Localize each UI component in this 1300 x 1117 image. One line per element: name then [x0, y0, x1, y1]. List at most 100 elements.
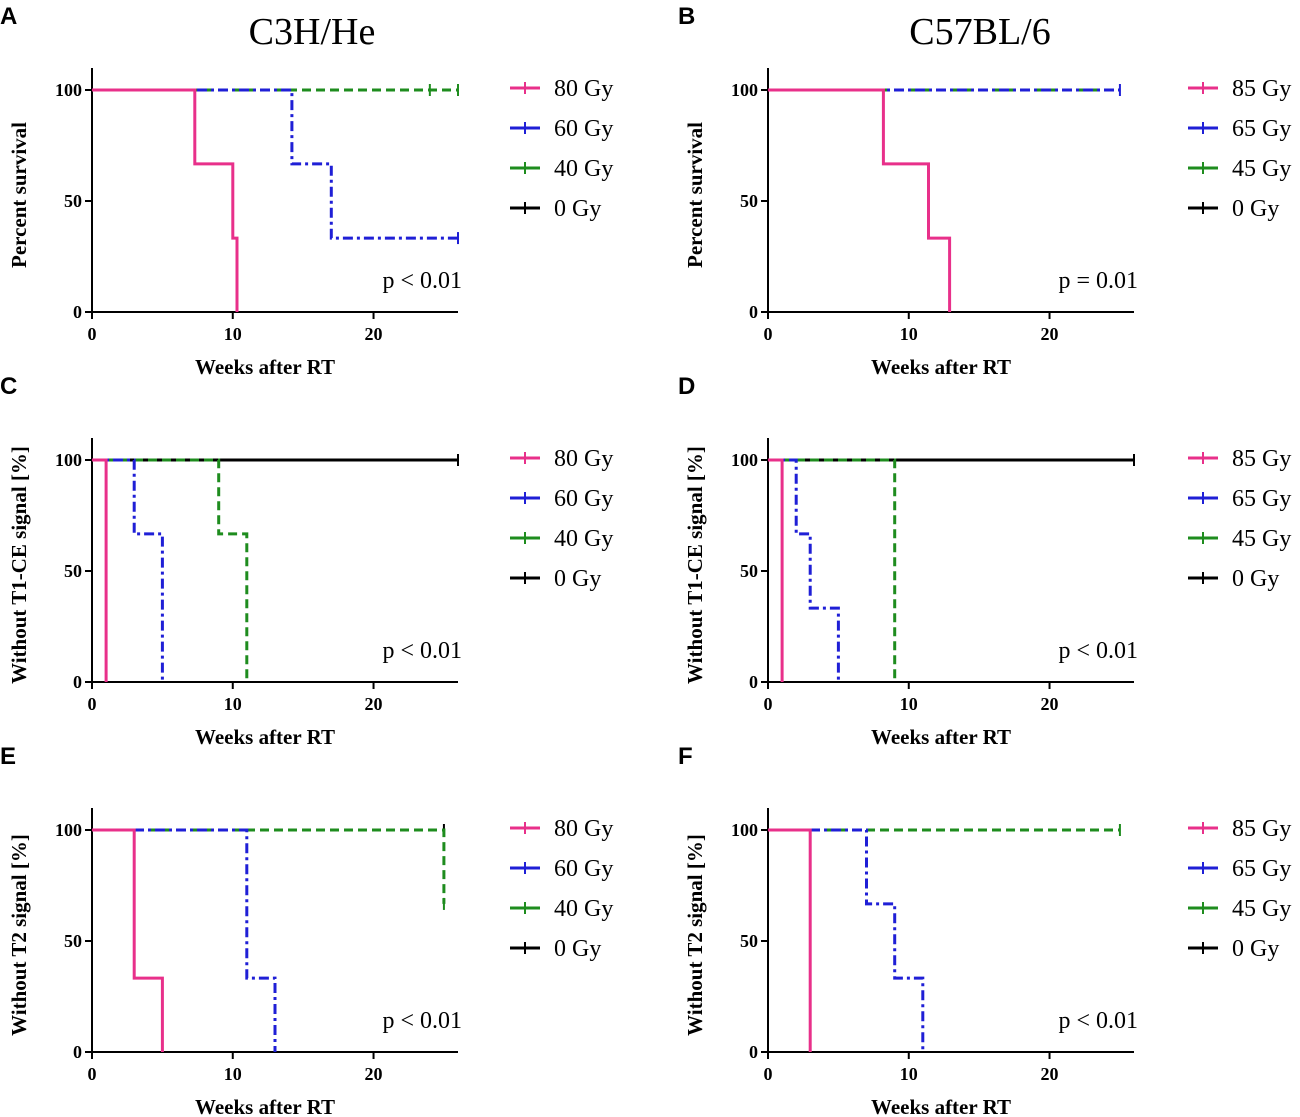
x-axis-label: Weeks after RT: [195, 725, 335, 749]
legend-label: 80 Gy: [554, 76, 613, 102]
p-value-label: p = 0.01: [1058, 268, 1138, 294]
series-line-65-gy: [768, 458, 840, 682]
legend-label: 45 Gy: [1232, 526, 1291, 552]
panel-letter: F: [678, 743, 693, 770]
series-line-40-gy: [92, 458, 249, 682]
y-tick-label: 100: [731, 820, 758, 840]
x-tick-label: 0: [764, 1064, 773, 1084]
legend-label: 0 Gy: [554, 936, 601, 962]
x-tick-label: 10: [224, 1064, 242, 1084]
legend-label: 0 Gy: [1232, 196, 1279, 222]
y-tick-label: 100: [55, 80, 82, 100]
legend-label: 40 Gy: [554, 896, 613, 922]
series-line-80-gy: [92, 828, 164, 1052]
y-tick-label: 50: [64, 561, 82, 581]
x-axis-label: Weeks after RT: [195, 355, 335, 379]
legend-label: 0 Gy: [554, 196, 601, 222]
x-tick-label: 20: [1041, 324, 1059, 344]
x-tick-label: 10: [224, 324, 242, 344]
series-line-60-gy: [92, 88, 458, 240]
x-axis-label: Weeks after RT: [195, 1095, 335, 1117]
series-line-45-gy: [768, 458, 897, 682]
y-tick-label: 100: [731, 80, 758, 100]
y-axis-label: Percent survival: [683, 122, 707, 268]
series-line-85-gy: [768, 88, 952, 312]
legend-label: 0 Gy: [1232, 566, 1279, 592]
panel-letter: E: [0, 743, 16, 770]
y-axis-label: Percent survival: [7, 122, 31, 268]
panel-letter: A: [0, 3, 17, 30]
legend-label: 40 Gy: [554, 526, 613, 552]
legend-label: 45 Gy: [1232, 896, 1291, 922]
legend-label: 0 Gy: [554, 566, 601, 592]
y-tick-label: 50: [64, 931, 82, 951]
legend-label: 65 Gy: [1232, 486, 1291, 512]
y-tick-label: 100: [731, 450, 758, 470]
x-tick-label: 20: [1041, 694, 1059, 714]
x-axis-label: Weeks after RT: [871, 725, 1011, 749]
y-axis-label: Without T1-CE signal [%]: [683, 446, 707, 684]
legend-label: 85 Gy: [1232, 76, 1291, 102]
p-value-label: p < 0.01: [382, 268, 462, 294]
legend-label: 80 Gy: [554, 446, 613, 472]
legend-label: 45 Gy: [1232, 156, 1291, 182]
p-value-label: p < 0.01: [1058, 638, 1138, 664]
x-tick-label: 10: [900, 1064, 918, 1084]
y-tick-label: 50: [740, 561, 758, 581]
y-tick-label: 0: [749, 1042, 758, 1062]
chart-panel-a: A 0 50 100 0 10 20 Weeks after RT Percent surviv…: [0, 3, 613, 379]
y-tick-label: 100: [55, 450, 82, 470]
y-tick-label: 0: [73, 302, 82, 322]
y-tick-label: 50: [740, 931, 758, 951]
legend-label: 60 Gy: [554, 856, 613, 882]
legend-label: 85 Gy: [1232, 816, 1291, 842]
x-tick-label: 0: [88, 694, 97, 714]
x-tick-label: 20: [365, 1064, 383, 1084]
series-line-85-gy: [768, 828, 812, 1052]
legend-label: 85 Gy: [1232, 446, 1291, 472]
chart-panel-d: D 0 50 100 0 10 20 Weeks after RT Without T1-CE …: [678, 373, 1291, 749]
series-line-40-gy: [92, 828, 446, 904]
y-tick-label: 0: [73, 672, 82, 692]
x-tick-label: 10: [224, 694, 242, 714]
y-tick-label: 50: [64, 191, 82, 211]
x-tick-label: 0: [764, 324, 773, 344]
p-value-label: p < 0.01: [1058, 1008, 1138, 1034]
x-axis-label: Weeks after RT: [871, 355, 1011, 379]
x-tick-label: 0: [88, 1064, 97, 1084]
y-tick-label: 0: [749, 302, 758, 322]
x-tick-label: 0: [764, 694, 773, 714]
chart-panel-b: B 0 50 100 0 10 20 Weeks after RT Percent surviv…: [678, 3, 1291, 379]
legend-label: 0 Gy: [1232, 936, 1279, 962]
panel-letter: C: [0, 373, 17, 400]
legend-label: 80 Gy: [554, 816, 613, 842]
p-value-label: p < 0.01: [382, 1008, 462, 1034]
series-line-60-gy: [92, 458, 164, 682]
column-title-c57: C57BL/6: [909, 11, 1050, 53]
series-line-80-gy: [92, 458, 108, 682]
x-tick-label: 10: [900, 324, 918, 344]
chart-panel-e: E 0 50 100 0 10 20 Weeks after RT Without T2 sig…: [0, 743, 613, 1117]
y-tick-label: 0: [749, 672, 758, 692]
chart-panel-c: C 0 50 100 0 10 20 Weeks after RT Without T1-CE …: [0, 373, 613, 749]
legend-label: 40 Gy: [554, 156, 613, 182]
chart-panel-f: F 0 50 100 0 10 20 Weeks after RT Without T2 sig…: [678, 743, 1291, 1117]
legend-label: 65 Gy: [1232, 116, 1291, 142]
series-line-85-gy: [768, 458, 784, 682]
legend-label: 60 Gy: [554, 486, 613, 512]
x-tick-label: 10: [900, 694, 918, 714]
panel-letter: B: [678, 3, 695, 30]
y-axis-label: Without T2 signal [%]: [683, 834, 707, 1036]
series-line-65-gy: [768, 828, 925, 1052]
y-axis-label: Without T2 signal [%]: [7, 834, 31, 1036]
y-tick-label: 50: [740, 191, 758, 211]
y-tick-label: 100: [55, 820, 82, 840]
x-axis-label: Weeks after RT: [871, 1095, 1011, 1117]
x-tick-label: 20: [1041, 1064, 1059, 1084]
x-tick-label: 20: [365, 694, 383, 714]
series-line-60-gy: [92, 828, 277, 1052]
legend-label: 65 Gy: [1232, 856, 1291, 882]
legend-label: 60 Gy: [554, 116, 613, 142]
x-tick-label: 0: [88, 324, 97, 344]
